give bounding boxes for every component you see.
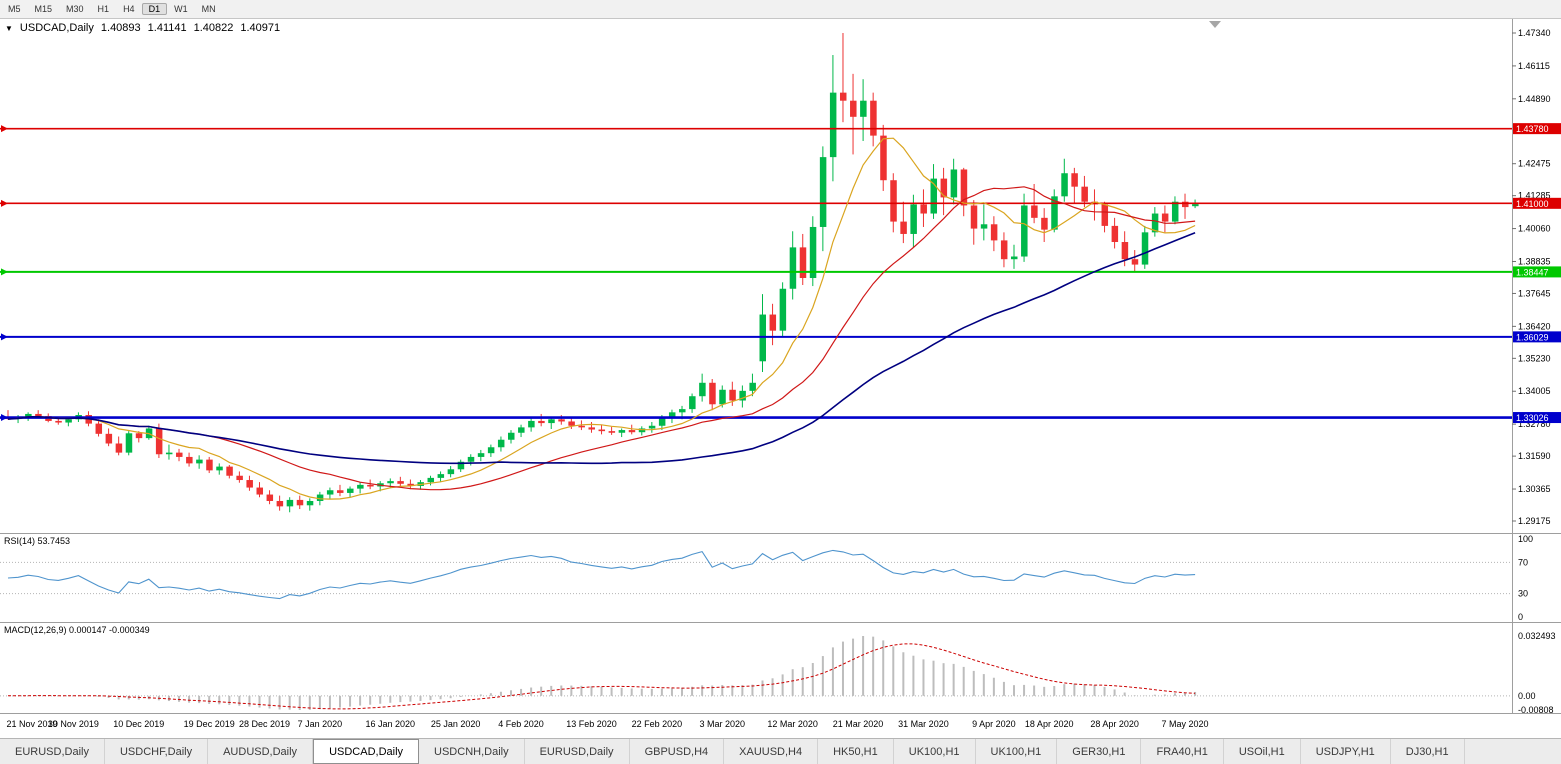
svg-text:1.40060: 1.40060 — [1518, 224, 1551, 234]
svg-text:31 Mar 2020: 31 Mar 2020 — [898, 719, 949, 729]
chart-tab-dj30-h1[interactable]: DJ30,H1 — [1391, 739, 1465, 764]
svg-text:3 Mar 2020: 3 Mar 2020 — [699, 719, 745, 729]
timeframe-m30-button[interactable]: M30 — [66, 4, 84, 14]
ohlc-high: 1.41141 — [147, 22, 187, 34]
chart-tab-usdchf-daily[interactable]: USDCHF,Daily — [105, 739, 209, 764]
horizontal-lines[interactable] — [0, 125, 1512, 422]
symbol-dropdown-icon[interactable]: ▼ — [5, 23, 13, 33]
svg-text:0.032493: 0.032493 — [1518, 631, 1556, 641]
svg-text:1.42475: 1.42475 — [1518, 159, 1551, 169]
timeframe-w1-button[interactable]: W1 — [174, 4, 188, 14]
svg-text:1.36420: 1.36420 — [1518, 321, 1551, 331]
svg-text:1.30365: 1.30365 — [1518, 484, 1551, 494]
rsi-indicator-label: RSI(14) 53.7453 — [4, 536, 71, 546]
svg-text:1.46115: 1.46115 — [1518, 61, 1550, 71]
chart-symbol-label: USDCAD,Daily — [19, 22, 94, 34]
rsi-line — [7, 549, 1196, 600]
svg-text:9 Apr 2020: 9 Apr 2020 — [972, 719, 1016, 729]
chart-tab-xauusd-h4[interactable]: XAUUSD,H4 — [724, 739, 819, 764]
svg-text:1.31590: 1.31590 — [1518, 451, 1551, 461]
macd-indicator-label: MACD(12,26,9) 0.000147 -0.000349 — [4, 625, 150, 635]
chart-tab-hk50-h1[interactable]: HK50,H1 — [818, 739, 894, 764]
timeframe-mn-button[interactable]: MN — [201, 4, 216, 14]
svg-text:21 Mar 2020: 21 Mar 2020 — [833, 719, 884, 729]
svg-text:1.47340: 1.47340 — [1518, 28, 1551, 38]
timeframe-h1-button[interactable]: H1 — [97, 4, 110, 14]
svg-text:18 Apr 2020: 18 Apr 2020 — [1025, 719, 1074, 729]
svg-text:1.41285: 1.41285 — [1518, 191, 1551, 201]
svg-text:0: 0 — [1518, 612, 1523, 622]
chart-tab-usoil-h1[interactable]: USOil,H1 — [1224, 739, 1301, 764]
svg-text:19 Dec 2019: 19 Dec 2019 — [184, 719, 235, 729]
svg-text:1.44890: 1.44890 — [1518, 94, 1551, 104]
svg-text:0.00: 0.00 — [1518, 691, 1536, 701]
macd-signal-line — [8, 643, 1196, 710]
chart-tab-usdcad-daily[interactable]: USDCAD,Daily — [313, 739, 420, 764]
chart-tab-usdjpy-h1[interactable]: USDJPY,H1 — [1301, 739, 1391, 764]
ma-21-line — [7, 186, 1196, 491]
svg-text:22 Feb 2020: 22 Feb 2020 — [632, 719, 683, 729]
svg-text:1.38835: 1.38835 — [1518, 256, 1551, 266]
svg-text:1.38447: 1.38447 — [1516, 267, 1549, 277]
timeframe-m5-button[interactable]: M5 — [8, 4, 21, 14]
chart-shift-marker — [1209, 21, 1221, 28]
svg-text:13 Feb 2020: 13 Feb 2020 — [566, 719, 617, 729]
ohlc-open: 1.40893 — [100, 22, 141, 34]
timeframe-m15-button[interactable]: M15 — [34, 4, 53, 14]
chart-tab-audusd-daily[interactable]: AUDUSD,Daily — [208, 739, 314, 764]
candles[interactable] — [5, 33, 1199, 513]
ohlc-close: 1.40971 — [240, 22, 281, 34]
svg-text:7 Jan 2020: 7 Jan 2020 — [298, 719, 343, 729]
svg-text:1.43780: 1.43780 — [1516, 124, 1549, 134]
chart-tabs-bar: EURUSD,Daily USDCHF,Daily AUDUSD,Daily USDC… — [0, 738, 1561, 764]
svg-text:30: 30 — [1518, 589, 1528, 599]
svg-text:21 Nov 2019: 21 Nov 2019 — [6, 719, 57, 729]
chart-tab-uk100-h1[interactable]: UK100,H1 — [894, 739, 976, 764]
svg-text:70: 70 — [1518, 557, 1528, 567]
price-axis[interactable]: 1.47340 1.46115 1.44890 1.42475 1.41285 1.400… — [1512, 28, 1561, 715]
timeframe-d1-button[interactable]: D1 — [141, 3, 168, 15]
svg-text:100: 100 — [1518, 534, 1533, 544]
svg-text:28 Apr 2020: 28 Apr 2020 — [1090, 719, 1139, 729]
svg-text:4 Feb 2020: 4 Feb 2020 — [498, 719, 544, 729]
svg-text:1.36029: 1.36029 — [1516, 332, 1549, 342]
chart-tab-eurusd-daily[interactable]: EURUSD,Daily — [0, 739, 105, 764]
svg-text:1.37645: 1.37645 — [1518, 288, 1551, 298]
chart-tab-eurusd-daily[interactable]: EURUSD,Daily — [525, 739, 630, 764]
svg-text:7 May 2020: 7 May 2020 — [1162, 719, 1209, 729]
svg-text:16 Jan 2020: 16 Jan 2020 — [366, 719, 416, 729]
svg-text:1.29175: 1.29175 — [1518, 516, 1551, 526]
svg-text:1.32780: 1.32780 — [1518, 419, 1551, 429]
ma-50-line — [7, 232, 1196, 465]
ohlc-low: 1.40822 — [193, 22, 234, 34]
timeframe-h4-button[interactable]: H4 — [123, 4, 135, 14]
svg-text:-0.00808: -0.00808 — [1518, 705, 1554, 715]
chart-header: ▼ USDCAD,Daily 1.40893 1.41141 1.40822 1… — [5, 22, 280, 34]
svg-text:1.33026: 1.33026 — [1516, 413, 1549, 423]
macd-histogram — [17, 636, 1197, 710]
svg-text:10 Dec 2019: 10 Dec 2019 — [113, 719, 164, 729]
svg-text:1.41000: 1.41000 — [1516, 199, 1549, 209]
svg-text:1.35230: 1.35230 — [1518, 353, 1551, 363]
chart-tab-fra40-h1[interactable]: FRA40,H1 — [1141, 739, 1224, 764]
svg-text:28 Dec 2019: 28 Dec 2019 — [239, 719, 290, 729]
svg-text:25 Jan 2020: 25 Jan 2020 — [431, 719, 481, 729]
svg-text:1.34005: 1.34005 — [1518, 386, 1551, 396]
chart-tab-gbpusd-h4[interactable]: GBPUSD,H4 — [630, 739, 725, 764]
svg-text:12 Mar 2020: 12 Mar 2020 — [767, 719, 818, 729]
chart-tab-usdcnh-daily[interactable]: USDCNH,Daily — [419, 739, 525, 764]
chart-tab-ger30-h1[interactable]: GER30,H1 — [1057, 739, 1142, 764]
svg-text:30 Nov 2019: 30 Nov 2019 — [48, 719, 99, 729]
chart-tab-uk100-h1[interactable]: UK100,H1 — [976, 739, 1058, 764]
ma-8-line — [7, 137, 1196, 500]
timeframe-toolbar: M5 M15 M30 H1 H4 D1 W1 MN — [0, 0, 1561, 19]
